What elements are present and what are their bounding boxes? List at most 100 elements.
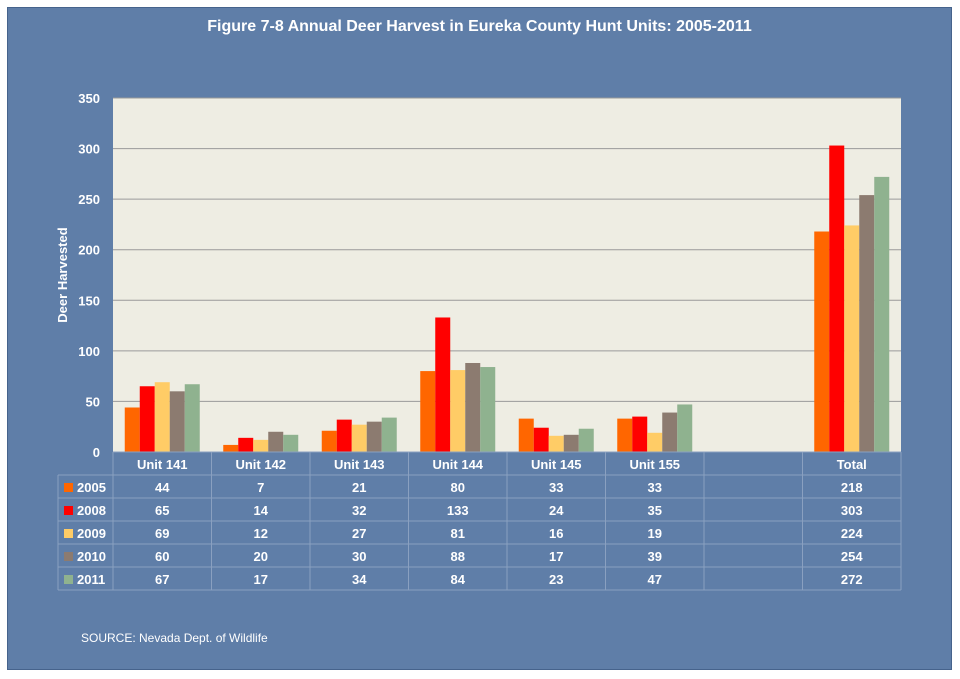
data-label: 254 xyxy=(841,549,863,564)
data-label: 32 xyxy=(352,503,366,518)
data-label: 21 xyxy=(352,480,366,495)
source-note: SOURCE: Nevada Dept. of Wildlife xyxy=(81,631,268,645)
category-label: Unit 143 xyxy=(334,457,385,472)
data-label: 88 xyxy=(451,549,465,564)
data-label: 17 xyxy=(549,549,563,564)
bar xyxy=(814,231,830,452)
bar xyxy=(677,404,693,452)
data-label: 20 xyxy=(254,549,268,564)
bar xyxy=(548,435,564,452)
legend-label: 2009 xyxy=(77,526,106,541)
category-label: Total xyxy=(837,457,867,472)
data-label: 80 xyxy=(451,480,465,495)
bar xyxy=(420,371,436,452)
data-label: 218 xyxy=(841,480,863,495)
bar xyxy=(184,384,200,452)
y-tick-label: 300 xyxy=(78,142,100,157)
legend-swatch xyxy=(64,529,73,538)
bar xyxy=(351,424,367,452)
data-label: 84 xyxy=(451,572,466,587)
data-label: 35 xyxy=(648,503,662,518)
legend-swatch xyxy=(64,575,73,584)
bar xyxy=(154,382,170,452)
legend-label: 2010 xyxy=(77,549,106,564)
bar xyxy=(223,444,239,452)
data-label: 272 xyxy=(841,572,863,587)
data-label: 16 xyxy=(549,526,563,541)
bar xyxy=(859,195,875,452)
data-label: 24 xyxy=(549,503,564,518)
category-label: Unit 142 xyxy=(235,457,286,472)
data-label: 33 xyxy=(648,480,662,495)
bar xyxy=(829,145,845,452)
y-axis-label: Deer Harvested xyxy=(55,227,70,322)
bar xyxy=(578,428,594,452)
bar xyxy=(874,176,890,453)
category-label: Unit 141 xyxy=(137,457,188,472)
chart-title: Figure 7-8 Annual Deer Harvest in Eureka… xyxy=(207,18,752,35)
bar xyxy=(647,432,663,452)
bar xyxy=(336,419,352,452)
category-label: Unit 145 xyxy=(531,457,582,472)
bar xyxy=(366,421,382,452)
bar xyxy=(124,407,140,452)
legend-swatch xyxy=(64,506,73,515)
bar xyxy=(533,427,549,452)
bar xyxy=(632,416,648,452)
data-label: 224 xyxy=(841,526,863,541)
bar xyxy=(139,386,155,452)
data-label: 44 xyxy=(155,480,170,495)
bar xyxy=(268,431,284,452)
bar xyxy=(283,434,299,452)
data-label: 27 xyxy=(352,526,366,541)
data-label: 34 xyxy=(352,572,367,587)
bar xyxy=(465,362,481,452)
data-label: 19 xyxy=(648,526,662,541)
data-label: 60 xyxy=(155,549,169,564)
data-label: 69 xyxy=(155,526,169,541)
data-label: 30 xyxy=(352,549,366,564)
bar xyxy=(321,430,337,452)
bar xyxy=(435,317,451,452)
y-tick-label: 100 xyxy=(78,344,100,359)
data-label: 133 xyxy=(447,503,469,518)
bar xyxy=(518,418,534,452)
legend-label: 2011 xyxy=(77,572,105,587)
data-label: 39 xyxy=(648,549,662,564)
bar xyxy=(617,418,633,452)
data-label: 81 xyxy=(451,526,465,541)
legend-swatch xyxy=(64,552,73,561)
bar xyxy=(480,367,496,452)
bar xyxy=(563,434,579,452)
bar xyxy=(844,225,860,452)
legend-label: 2008 xyxy=(77,503,106,518)
plot-area xyxy=(113,98,901,452)
data-label: 14 xyxy=(254,503,269,518)
data-label: 23 xyxy=(549,572,563,587)
data-label: 65 xyxy=(155,503,169,518)
bar xyxy=(450,370,466,452)
y-tick-label: 250 xyxy=(78,192,100,207)
data-label: 7 xyxy=(257,480,264,495)
bar xyxy=(662,412,678,452)
bar xyxy=(381,417,397,452)
legend-label: 2005 xyxy=(77,480,106,495)
category-label: Unit 144 xyxy=(432,457,483,472)
legend-swatch xyxy=(64,483,73,492)
y-tick-label: 50 xyxy=(86,394,100,409)
data-label: 17 xyxy=(254,572,268,587)
category-label: Unit 155 xyxy=(629,457,680,472)
y-tick-label: 350 xyxy=(78,91,100,106)
data-label: 67 xyxy=(155,572,169,587)
y-tick-label: 150 xyxy=(78,293,100,308)
y-tick-label: 0 xyxy=(93,445,100,460)
bar xyxy=(238,437,254,452)
data-label: 33 xyxy=(549,480,563,495)
bar xyxy=(169,391,185,452)
data-label: 47 xyxy=(648,572,662,587)
bar xyxy=(253,439,269,452)
data-label: 12 xyxy=(254,526,268,541)
data-label: 303 xyxy=(841,503,863,518)
y-tick-label: 200 xyxy=(78,243,100,258)
